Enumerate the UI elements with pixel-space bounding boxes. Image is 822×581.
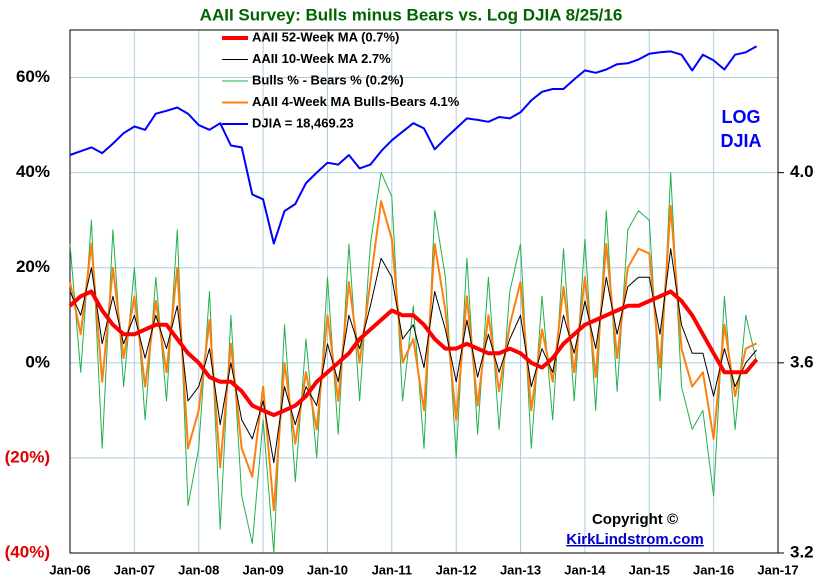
x-tick-label: Jan-11 <box>372 562 412 577</box>
annotation-link: KirkLindstrom.com <box>566 531 704 548</box>
annotation: DJIA <box>720 131 761 151</box>
annotation: LOG <box>722 107 761 127</box>
y-tick-label: 60% <box>16 67 50 86</box>
legend-label: DJIA = 18,469.23 <box>252 115 354 130</box>
legend-label: AAII 52-Week MA (0.7%) <box>252 29 399 44</box>
chart-title: AAII Survey: Bulls minus Bears vs. Log D… <box>200 5 623 24</box>
y2-tick-label: 4.0 <box>790 162 814 181</box>
y2-tick-label: 3.6 <box>790 352 814 371</box>
y-tick-label: 20% <box>16 257 50 276</box>
y-tick-label: (20%) <box>5 447 50 466</box>
series-line <box>69 200 758 512</box>
series-line <box>69 45 758 245</box>
y2-tick-label: 3.2 <box>790 542 814 561</box>
x-tick-label: Jan-17 <box>757 562 798 577</box>
y-tick-label: (40%) <box>5 542 50 561</box>
legend-label: AAII 4-Week MA Bulls-Bears 4.1% <box>252 94 460 109</box>
x-tick-label: Jan-16 <box>693 562 734 577</box>
x-tick-label: Jan-13 <box>500 562 541 577</box>
y-tick-label: 40% <box>16 162 50 181</box>
legend-label: AAII 10-Week MA 2.7% <box>252 51 391 66</box>
x-tick-label: Jan-08 <box>178 562 219 577</box>
x-tick-label: Jan-10 <box>307 562 348 577</box>
x-tick-label: Jan-12 <box>436 562 477 577</box>
x-tick-label: Jan-15 <box>629 562 670 577</box>
legend-label: Bulls % - Bears % (0.2%) <box>252 72 404 87</box>
series-line <box>69 172 758 554</box>
x-tick-label: Jan-14 <box>564 562 606 577</box>
series-line <box>68 289 759 418</box>
x-tick-label: Jan-07 <box>114 562 155 577</box>
x-tick-label: Jan-06 <box>49 562 90 577</box>
x-tick-label: Jan-09 <box>242 562 283 577</box>
y-tick-label: 0% <box>25 352 50 371</box>
annotation: Copyright © <box>592 511 678 528</box>
series-line <box>69 248 757 464</box>
